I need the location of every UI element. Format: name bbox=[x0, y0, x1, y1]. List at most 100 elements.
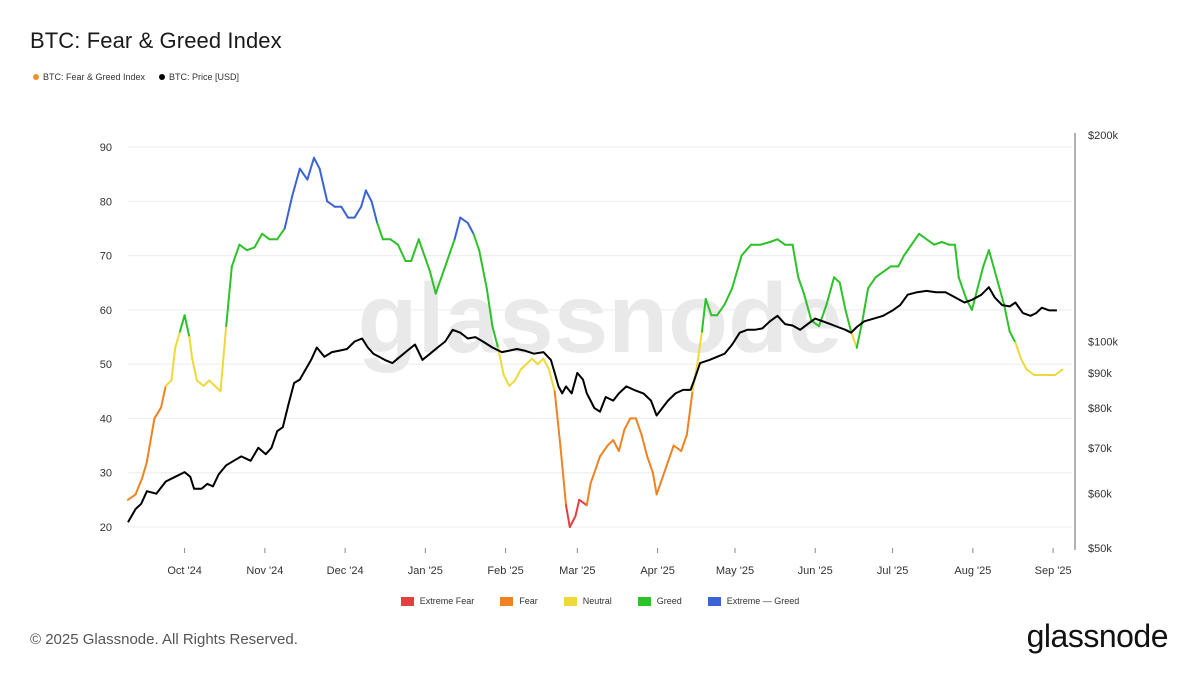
page-title: BTC: Fear & Greed Index bbox=[30, 28, 282, 53]
bottom-legend: Extreme Fear Fear Neutral Greed Extreme … bbox=[0, 596, 1200, 606]
y-left-tick-label: 50 bbox=[100, 359, 112, 371]
fear-greed-segment bbox=[791, 243, 800, 279]
fear-greed-segment bbox=[291, 167, 301, 197]
legend-item-extreme-greed[interactable]: Extreme — Greed bbox=[707, 596, 800, 606]
fear-greed-segment bbox=[599, 444, 609, 458]
fear-greed-segment bbox=[595, 455, 601, 469]
fear-greed-segment bbox=[776, 238, 787, 246]
y-right-tick-label: $200k bbox=[1088, 130, 1118, 142]
fear-greed-segment bbox=[536, 357, 545, 366]
fear-greed-segment bbox=[918, 232, 928, 241]
fear-greed-segment bbox=[127, 493, 137, 501]
fear-greed-segment bbox=[987, 249, 998, 279]
legend-swatch-extreme-greed bbox=[707, 596, 721, 606]
fear-greed-segment bbox=[897, 254, 905, 268]
x-tick-label: Aug '25 bbox=[954, 565, 991, 577]
fear-greed-segment bbox=[838, 281, 847, 311]
fear-greed-segment bbox=[957, 276, 968, 300]
fear-greed-segment bbox=[646, 455, 654, 474]
fear-greed-segment bbox=[298, 167, 309, 181]
fear-greed-segment bbox=[360, 189, 367, 208]
fear-greed-segment bbox=[514, 368, 522, 382]
legend-dot-price bbox=[159, 74, 166, 80]
fear-greed-segment bbox=[466, 222, 475, 235]
fear-greed-segment bbox=[661, 460, 669, 480]
legend-swatch-extreme-fear bbox=[400, 596, 414, 606]
x-tick-label: Dec '24 bbox=[327, 565, 364, 577]
x-tick-label: Nov '24 bbox=[246, 565, 283, 577]
legend-item-extreme-fear[interactable]: Extreme Fear bbox=[400, 596, 475, 606]
fear-greed-segment bbox=[183, 314, 191, 338]
x-tick-label: Jul '25 bbox=[877, 565, 908, 577]
legend-swatch-fear bbox=[500, 596, 514, 606]
legend-label-fear: Fear bbox=[519, 596, 538, 606]
fear-greed-segment bbox=[459, 216, 469, 224]
fear-greed-segment bbox=[230, 243, 241, 268]
fear-greed-segment bbox=[238, 243, 248, 252]
fear-greed-segment bbox=[759, 241, 771, 246]
watermark-text: glassnode bbox=[358, 263, 843, 373]
fear-greed-segment bbox=[525, 357, 534, 366]
fear-greed-segment bbox=[213, 384, 222, 393]
fear-greed-segment bbox=[153, 406, 163, 420]
x-tick-label: Feb '25 bbox=[487, 565, 523, 577]
legend-dot-fear-greed bbox=[33, 74, 39, 80]
y-right-tick-label: $70k bbox=[1088, 443, 1112, 455]
legend-label-extreme-greed: Extreme — Greed bbox=[726, 596, 800, 606]
fear-greed-segment bbox=[141, 460, 148, 480]
fear-greed-segment bbox=[195, 379, 205, 387]
fear-greed-segment bbox=[364, 189, 373, 203]
fear-greed-segment bbox=[1025, 368, 1036, 376]
fear-greed-segment bbox=[606, 439, 615, 447]
fear-greed-segment bbox=[261, 232, 271, 241]
fear-greed-segment bbox=[825, 276, 836, 306]
fear-greed-segment bbox=[340, 205, 349, 219]
fear-greed-segment bbox=[559, 444, 568, 507]
fear-greed-segment bbox=[1054, 368, 1064, 376]
fear-greed-segment bbox=[245, 246, 256, 252]
legend-item-fear-greed[interactable]: BTC: Fear & Greed Index bbox=[33, 72, 145, 82]
legend-label-extreme-fear: Extreme Fear bbox=[419, 596, 475, 606]
fear-greed-segment bbox=[976, 265, 985, 290]
legend-swatch-neutral bbox=[563, 596, 577, 606]
fear-greed-segment bbox=[623, 417, 632, 431]
fear-greed-segment bbox=[818, 303, 828, 328]
fear-greed-segment bbox=[617, 428, 626, 452]
fear-greed-segment bbox=[578, 498, 588, 507]
fear-greed-segment bbox=[438, 260, 449, 284]
y-left-tick-label: 60 bbox=[100, 305, 112, 317]
fear-greed-segment bbox=[704, 298, 713, 317]
x-tick-label: May '25 bbox=[716, 565, 754, 577]
legend-item-fear[interactable]: Fear bbox=[500, 596, 538, 606]
fear-greed-segment bbox=[531, 357, 539, 366]
fear-greed-segment bbox=[553, 390, 562, 447]
fear-greed-segment bbox=[700, 298, 707, 333]
fear-greed-segment bbox=[634, 417, 643, 436]
y-left-tick-label: 70 bbox=[100, 251, 112, 263]
fear-greed-segment bbox=[995, 276, 1006, 306]
fear-greed-segment bbox=[472, 232, 481, 252]
fear-greed-segment bbox=[188, 336, 194, 360]
fear-greed-segment bbox=[312, 156, 321, 170]
fear-greed-segment bbox=[253, 232, 264, 249]
fear-greed-segment bbox=[174, 330, 181, 349]
fear-greed-segment bbox=[933, 241, 943, 246]
legend-item-neutral[interactable]: Neutral bbox=[563, 596, 612, 606]
y-right-tick-label: $50k bbox=[1088, 543, 1112, 555]
fear-greed-segment bbox=[491, 325, 500, 349]
fear-greed-segment bbox=[219, 325, 228, 393]
fear-greed-segment bbox=[542, 357, 551, 371]
fear-greed-series bbox=[127, 156, 1064, 528]
y-right-tick-label: $90k bbox=[1088, 368, 1112, 380]
fear-greed-segment bbox=[585, 482, 592, 507]
fear-greed-segment bbox=[723, 287, 734, 306]
y-right-tick-label: $80k bbox=[1088, 403, 1112, 415]
legend-item-greed[interactable]: Greed bbox=[637, 596, 682, 606]
fear-greed-segment bbox=[867, 276, 877, 290]
x-tick-label: Mar '25 bbox=[559, 565, 595, 577]
fear-greed-segment bbox=[306, 156, 315, 181]
fear-greed-segment bbox=[655, 477, 664, 496]
legend-item-price[interactable]: BTC: Price [USD] bbox=[159, 72, 239, 82]
y-left-tick-label: 30 bbox=[100, 468, 112, 480]
